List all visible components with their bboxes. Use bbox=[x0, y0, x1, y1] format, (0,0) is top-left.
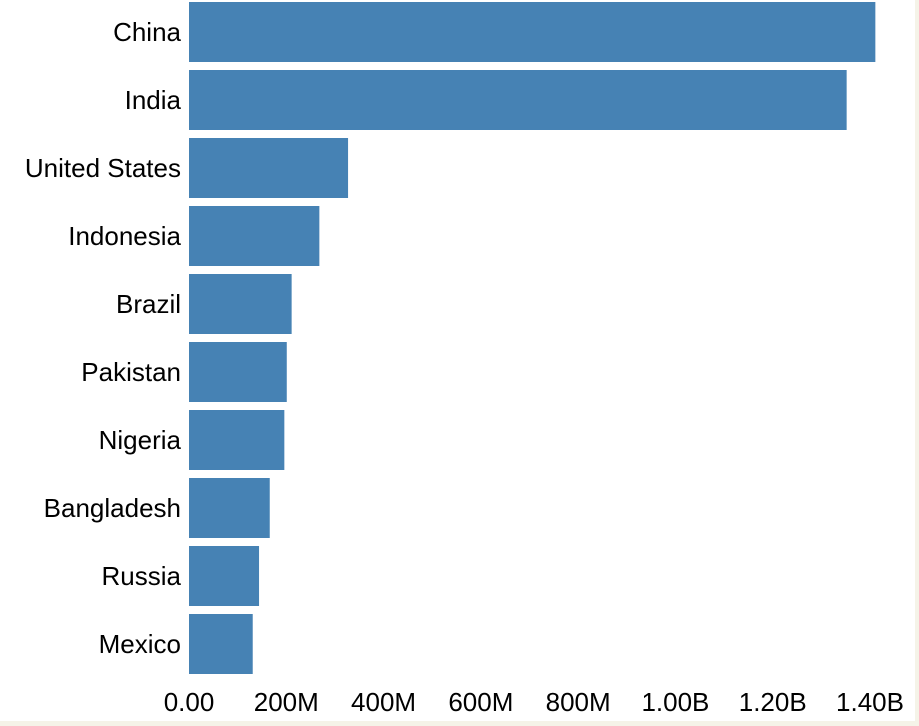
category-label: India bbox=[125, 85, 182, 115]
x-tick-label: 1.40B bbox=[836, 687, 904, 717]
x-tick-label: 1.20B bbox=[739, 687, 807, 717]
category-label: Pakistan bbox=[81, 357, 181, 387]
bar-russia bbox=[189, 546, 260, 606]
bar-brazil bbox=[189, 274, 292, 334]
bar-indonesia bbox=[189, 206, 320, 266]
bar-bangladesh bbox=[189, 478, 270, 538]
category-label: Russia bbox=[102, 561, 182, 591]
category-labels-group: China India United States Indonesia Brazil Pa… bbox=[25, 17, 182, 659]
category-label: Brazil bbox=[116, 289, 181, 319]
category-label: China bbox=[113, 17, 181, 47]
category-label: Nigeria bbox=[99, 425, 182, 455]
bar-mexico bbox=[189, 614, 253, 674]
category-label: Mexico bbox=[99, 629, 181, 659]
category-label: Indonesia bbox=[68, 221, 181, 251]
x-tick-label: 1.00B bbox=[641, 687, 709, 717]
x-tick-label: 600M bbox=[448, 687, 513, 717]
category-label: Bangladesh bbox=[44, 493, 181, 523]
x-tick-label: 400M bbox=[351, 687, 416, 717]
bars-group bbox=[189, 2, 876, 674]
bar-nigeria bbox=[189, 410, 285, 470]
x-tick-label: 0.00 bbox=[164, 687, 215, 717]
bar-india bbox=[189, 70, 847, 130]
x-tick-label: 200M bbox=[254, 687, 319, 717]
x-tick-label: 800M bbox=[546, 687, 611, 717]
bar-china bbox=[189, 2, 876, 62]
x-axis-tick-labels-group: 0.00 200M 400M 600M 800M 1.00B 1.20B 1.40B bbox=[164, 687, 904, 717]
bar-united-states bbox=[189, 138, 349, 198]
category-label: United States bbox=[25, 153, 181, 183]
bar-pakistan bbox=[189, 342, 287, 402]
